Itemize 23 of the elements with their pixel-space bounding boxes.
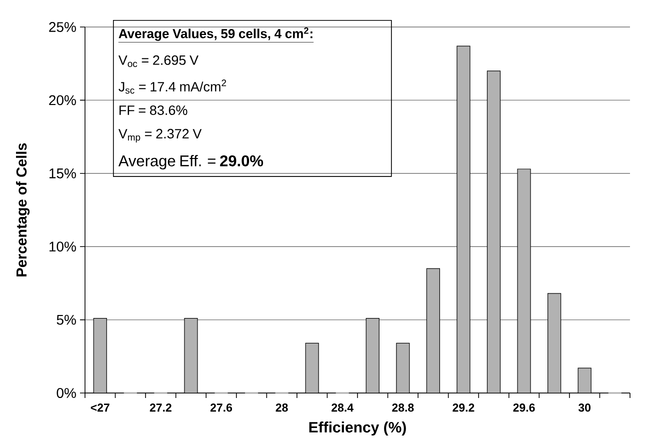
x-tick-label: 27.6 bbox=[210, 404, 232, 412]
y-tick-label: 10% bbox=[50, 242, 76, 252]
x-tick-label: <27 bbox=[90, 404, 110, 412]
x-axis-title: Efficiency (%) bbox=[309, 422, 406, 436]
x-tick-label: 27.2 bbox=[150, 404, 172, 412]
y-tick-label: 25% bbox=[49, 22, 76, 32]
x-tick-label: 28.4 bbox=[332, 404, 354, 412]
x-tick-label: 29.2 bbox=[452, 404, 474, 412]
y-tick-label: 5% bbox=[56, 314, 76, 325]
x-tick-label: 28 bbox=[276, 404, 288, 412]
x-tick-label: 28.8 bbox=[392, 404, 414, 412]
y-tick-label: 0% bbox=[56, 388, 76, 398]
annotation: FF = 83.6% bbox=[120, 105, 188, 115]
annotation: V$_{mp}$ = 2.372 V bbox=[118, 128, 202, 142]
annotation: Average Values, 59 cells, 4 cm$^{2}$: bbox=[118, 27, 312, 41]
y-tick-label: 15% bbox=[50, 168, 76, 178]
x-tick-label: 29.6 bbox=[513, 404, 535, 412]
x-tick-label: 30 bbox=[578, 404, 591, 412]
y-tick-label: 20% bbox=[49, 95, 76, 106]
y-axis-title: Percentage of Cells bbox=[16, 143, 30, 276]
annotation: Average Eff. = 29.0% bbox=[118, 154, 264, 170]
annotation: V$_{oc}$ = 2.695 V bbox=[118, 55, 198, 68]
annotation: J$_{sc}$ = 17.4 mA/cm$^{2}$ bbox=[118, 80, 226, 94]
